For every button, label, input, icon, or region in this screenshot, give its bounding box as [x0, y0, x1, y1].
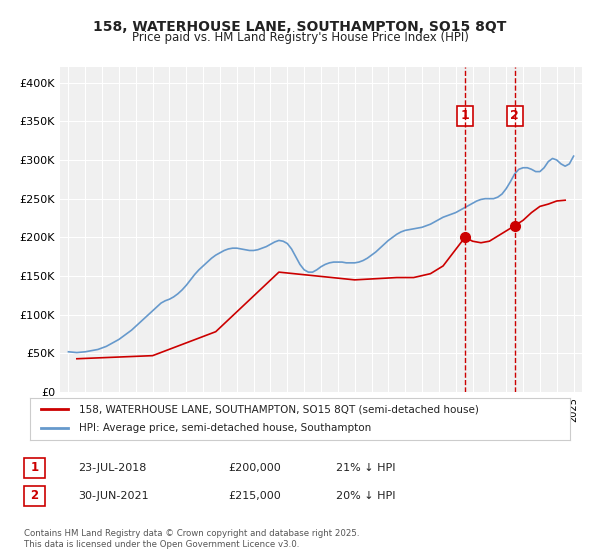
- Text: 20% ↓ HPI: 20% ↓ HPI: [336, 491, 395, 501]
- Text: 158, WATERHOUSE LANE, SOUTHAMPTON, SO15 8QT (semi-detached house): 158, WATERHOUSE LANE, SOUTHAMPTON, SO15 …: [79, 404, 478, 414]
- Text: 30-JUN-2021: 30-JUN-2021: [78, 491, 149, 501]
- Text: Contains HM Land Registry data © Crown copyright and database right 2025.
This d: Contains HM Land Registry data © Crown c…: [24, 529, 359, 549]
- Text: £215,000: £215,000: [228, 491, 281, 501]
- Text: £200,000: £200,000: [228, 463, 281, 473]
- Text: 21% ↓ HPI: 21% ↓ HPI: [336, 463, 395, 473]
- Text: Price paid vs. HM Land Registry's House Price Index (HPI): Price paid vs. HM Land Registry's House …: [131, 31, 469, 44]
- Text: 1: 1: [461, 109, 469, 123]
- Text: 2: 2: [31, 489, 38, 502]
- Text: 23-JUL-2018: 23-JUL-2018: [78, 463, 146, 473]
- Text: 158, WATERHOUSE LANE, SOUTHAMPTON, SO15 8QT: 158, WATERHOUSE LANE, SOUTHAMPTON, SO15 …: [94, 20, 506, 34]
- Text: 2: 2: [510, 109, 519, 123]
- Text: 1: 1: [31, 461, 38, 474]
- Text: HPI: Average price, semi-detached house, Southampton: HPI: Average price, semi-detached house,…: [79, 423, 371, 433]
